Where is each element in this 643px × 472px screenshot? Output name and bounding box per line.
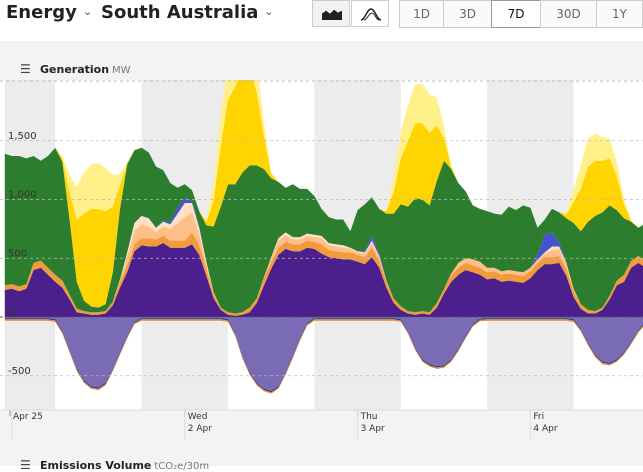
- chevron-down-icon: ⌄: [264, 5, 274, 18]
- line-chart-toggle[interactable]: [351, 0, 389, 27]
- generation-title: Generation: [40, 63, 110, 76]
- range-button-1y[interactable]: 1Y: [596, 0, 643, 28]
- x-tick-date-label: 2 Apr: [188, 424, 212, 434]
- region-selector-label: South Australia: [101, 2, 259, 23]
- range-button-7d[interactable]: 7D: [491, 0, 541, 28]
- emissions-header: ☰ Emissions Volume tCO₂e/30m: [20, 458, 209, 472]
- x-tick-date-label: Apr 25: [13, 412, 43, 422]
- y-tick-label: -500: [8, 366, 31, 377]
- line-chart-icon: [360, 8, 382, 21]
- range-button-3d[interactable]: 3D: [443, 0, 492, 28]
- emissions-unit: tCO₂e/30m: [154, 461, 210, 472]
- y-tick-label: 1,000: [8, 190, 37, 201]
- range-button-30d[interactable]: 30D: [540, 0, 597, 28]
- x-tick-date-label: 4 Apr: [533, 424, 557, 434]
- x-tick-day-label: Fri: [533, 412, 544, 422]
- hamburger-menu-icon[interactable]: ☰: [20, 62, 31, 76]
- area-coal: [4, 243, 643, 317]
- energy-selector[interactable]: Energy ⌄: [6, 2, 92, 23]
- region-selector[interactable]: South Australia ⌄: [101, 2, 274, 23]
- x-tick-day-label: Wed: [188, 412, 208, 422]
- generation-chart[interactable]: 1,500 1,000 500 0 -500 Apr 25 Wed 2 Apr Thu 3 Apr…: [0, 80, 643, 446]
- y-tick-label: 1,500: [8, 131, 37, 142]
- top-bar: Energy ⌄ South Australia ⌄ 1D 3D 7D 30D 1Y: [0, 0, 643, 42]
- area-wind: [4, 147, 643, 314]
- area-battery-charge: [4, 317, 643, 391]
- area-gas-ccgt: [4, 232, 643, 316]
- x-tick-day-label: Thu: [360, 412, 378, 422]
- x-tick-date-label: 3 Apr: [361, 424, 385, 434]
- generation-unit: MW: [112, 65, 131, 76]
- range-button-1d[interactable]: 1D: [399, 0, 444, 28]
- y-tick-label: 500: [8, 248, 27, 259]
- stacked-area-chart-icon: [321, 8, 343, 20]
- stacked-chart-toggle[interactable]: [312, 0, 350, 27]
- generation-header: ☰ Generation MW: [20, 62, 131, 76]
- hamburger-menu-icon[interactable]: ☰: [20, 458, 31, 472]
- chevron-down-icon: ⌄: [82, 5, 93, 18]
- y-tick-label: 0: [8, 307, 14, 318]
- energy-selector-label: Energy: [6, 2, 77, 23]
